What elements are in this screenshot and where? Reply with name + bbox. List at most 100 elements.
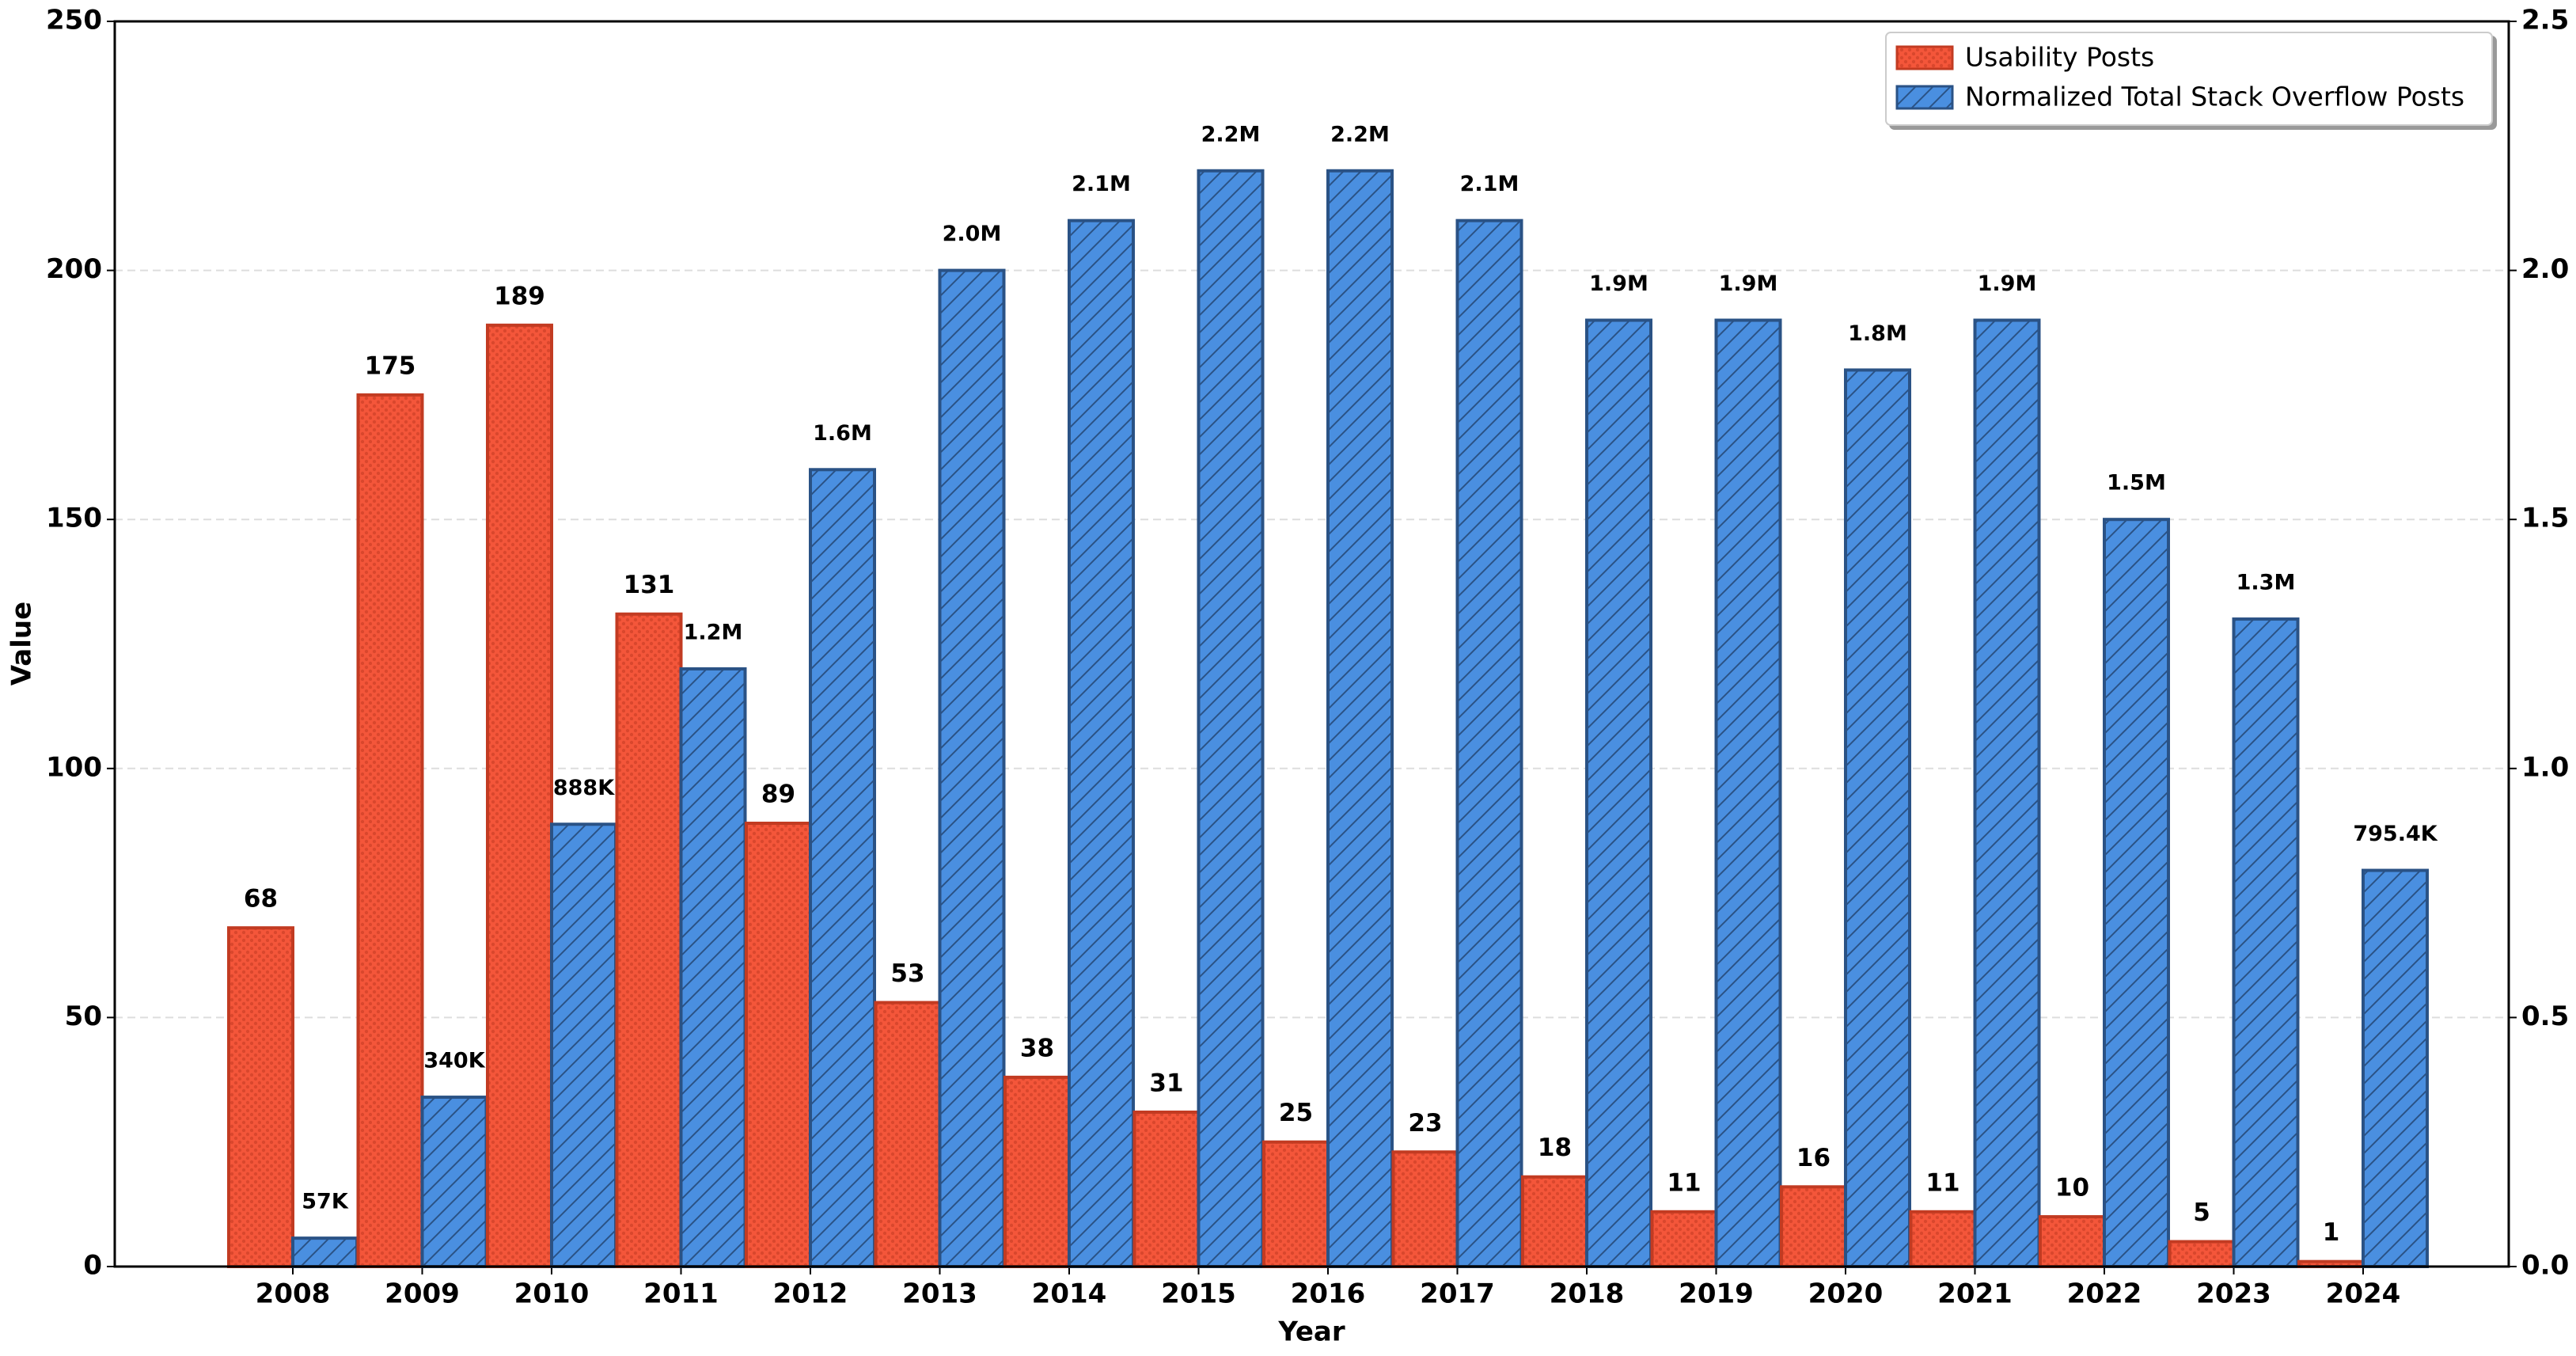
bar-hatch — [1714, 318, 1782, 1268]
x-tick-label: 2024 — [2326, 1278, 2401, 1310]
bar-hatch — [420, 1096, 488, 1269]
value-label: 1.2M — [684, 620, 743, 644]
bar-hatch — [1455, 218, 1523, 1268]
bar-hatch — [2103, 518, 2170, 1268]
bar — [1326, 169, 1394, 1268]
plot-frame — [113, 20, 2510, 1268]
bar-hatch — [1650, 1210, 1718, 1268]
legend-box — [1885, 32, 2493, 126]
bar — [874, 1001, 942, 1269]
y2-tick-label: 0.5 — [2521, 1001, 2569, 1032]
x-tick-label: 2013 — [902, 1278, 977, 1310]
y-tick-label: 150 — [46, 503, 102, 534]
bar-hatch — [1973, 318, 2041, 1268]
bar-hatch — [809, 468, 876, 1268]
bar-hatch — [615, 612, 683, 1268]
bar — [2039, 1215, 2106, 1268]
value-label: 1.3M — [2236, 571, 2296, 595]
bar-hatch — [1003, 1075, 1071, 1269]
bar — [1844, 368, 1911, 1269]
bar-hatch — [1132, 1110, 1201, 1268]
value-label: 1.9M — [1978, 272, 2037, 296]
bar-hatch — [2232, 617, 2300, 1268]
bar-hatch — [1262, 1140, 1330, 1268]
bar — [1585, 318, 1652, 1268]
y2-tick-label: 2.5 — [2521, 5, 2569, 36]
y2-tick-label: 2.0 — [2521, 253, 2569, 285]
bar — [615, 612, 683, 1268]
value-label: 2.2M — [1330, 122, 1390, 146]
bar-hatch — [1391, 1150, 1459, 1269]
x-tick-label: 2016 — [1291, 1278, 1366, 1310]
value-label: 175 — [365, 351, 416, 380]
value-label: 38 — [1020, 1034, 1054, 1062]
y-tick-label: 50 — [65, 1001, 102, 1032]
legend: Usability Posts Normalized Total Stack Ov… — [1885, 32, 2493, 126]
value-label: 23 — [1408, 1109, 1442, 1138]
x-tick-label: 2018 — [1550, 1278, 1625, 1310]
y-tick-label: 200 — [46, 253, 102, 285]
bar — [1973, 318, 2041, 1268]
bar — [1262, 1140, 1330, 1268]
value-label: 53 — [890, 959, 924, 988]
value-label: 31 — [1149, 1069, 1183, 1097]
value-label: 1.9M — [1719, 272, 1778, 296]
bar-hatch — [1068, 218, 1135, 1268]
legend-swatch-hatch — [1895, 85, 1954, 110]
value-label: 11 — [1667, 1168, 1701, 1197]
bar — [2168, 1240, 2236, 1269]
x-tick-label: 2017 — [1420, 1278, 1495, 1310]
value-label: 131 — [624, 571, 675, 599]
value-label: 57K — [302, 1190, 349, 1214]
legend-label: Normalized Total Stack Overflow Posts — [1965, 82, 2464, 112]
bar — [809, 468, 876, 1268]
bar-hatch — [2039, 1215, 2106, 1268]
value-label: 25 — [1279, 1099, 1313, 1127]
x-tick-label: 2021 — [1937, 1278, 2013, 1310]
bar — [1521, 1175, 1588, 1269]
y-axis-label: Value — [6, 602, 38, 686]
value-label: 5 — [2193, 1198, 2210, 1227]
bar — [2103, 518, 2170, 1268]
bar-hatch — [486, 323, 553, 1268]
value-label: 11 — [1925, 1168, 1960, 1197]
bar-hatch — [227, 926, 294, 1269]
bar — [356, 393, 424, 1268]
value-label: 1.5M — [2107, 471, 2166, 496]
value-label: 189 — [494, 282, 545, 310]
bar — [1003, 1075, 1071, 1269]
bar-hatch — [291, 1236, 359, 1269]
value-label: 18 — [1538, 1134, 1572, 1162]
bar — [1132, 1110, 1201, 1268]
x-tick-label: 2014 — [1032, 1278, 1107, 1310]
bar — [1391, 1150, 1459, 1269]
bar-hatch — [745, 822, 812, 1268]
value-label: 340K — [423, 1049, 485, 1073]
bar — [938, 268, 1006, 1269]
value-label: 1 — [2323, 1218, 2340, 1247]
value-label: 1.6M — [813, 421, 872, 446]
bar — [1780, 1185, 1847, 1268]
value-label: 16 — [1796, 1144, 1831, 1172]
y-tick-label: 0 — [83, 1250, 102, 1282]
bar-hatch — [874, 1001, 942, 1269]
bar-hatch — [1197, 169, 1265, 1268]
bar-hatch — [1521, 1175, 1588, 1269]
bar-hatch — [1585, 318, 1652, 1268]
x-tick-label: 2010 — [514, 1278, 590, 1310]
bar-hatch — [1909, 1210, 1977, 1268]
value-label: 2.2M — [1201, 122, 1261, 146]
bar-hatch — [2362, 868, 2429, 1268]
value-label: 10 — [2055, 1174, 2089, 1202]
bar — [1197, 169, 1265, 1268]
bar-hatch — [938, 268, 1006, 1269]
bar — [227, 926, 294, 1269]
bar — [550, 822, 617, 1268]
x-tick-label: 2019 — [1679, 1278, 1754, 1310]
bar-hatch — [1326, 169, 1394, 1268]
y-tick-label: 100 — [46, 751, 102, 783]
bar — [1909, 1210, 1977, 1268]
y2-tick-label: 0.0 — [2521, 1250, 2569, 1282]
bar — [1650, 1210, 1718, 1268]
